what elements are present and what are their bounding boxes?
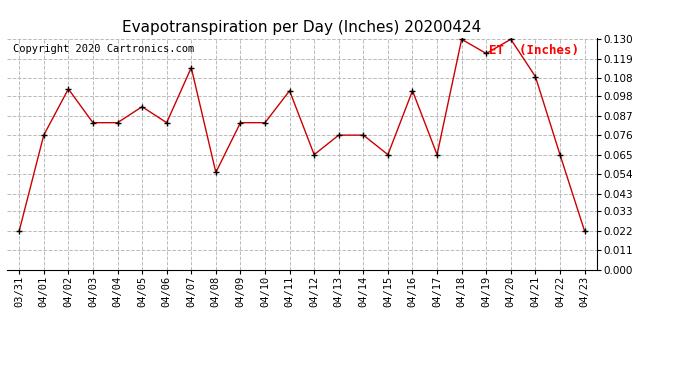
Text: Copyright 2020 Cartronics.com: Copyright 2020 Cartronics.com bbox=[13, 45, 194, 54]
Title: Evapotranspiration per Day (Inches) 20200424: Evapotranspiration per Day (Inches) 2020… bbox=[122, 20, 482, 35]
Text: ET  (Inches): ET (Inches) bbox=[489, 45, 579, 57]
